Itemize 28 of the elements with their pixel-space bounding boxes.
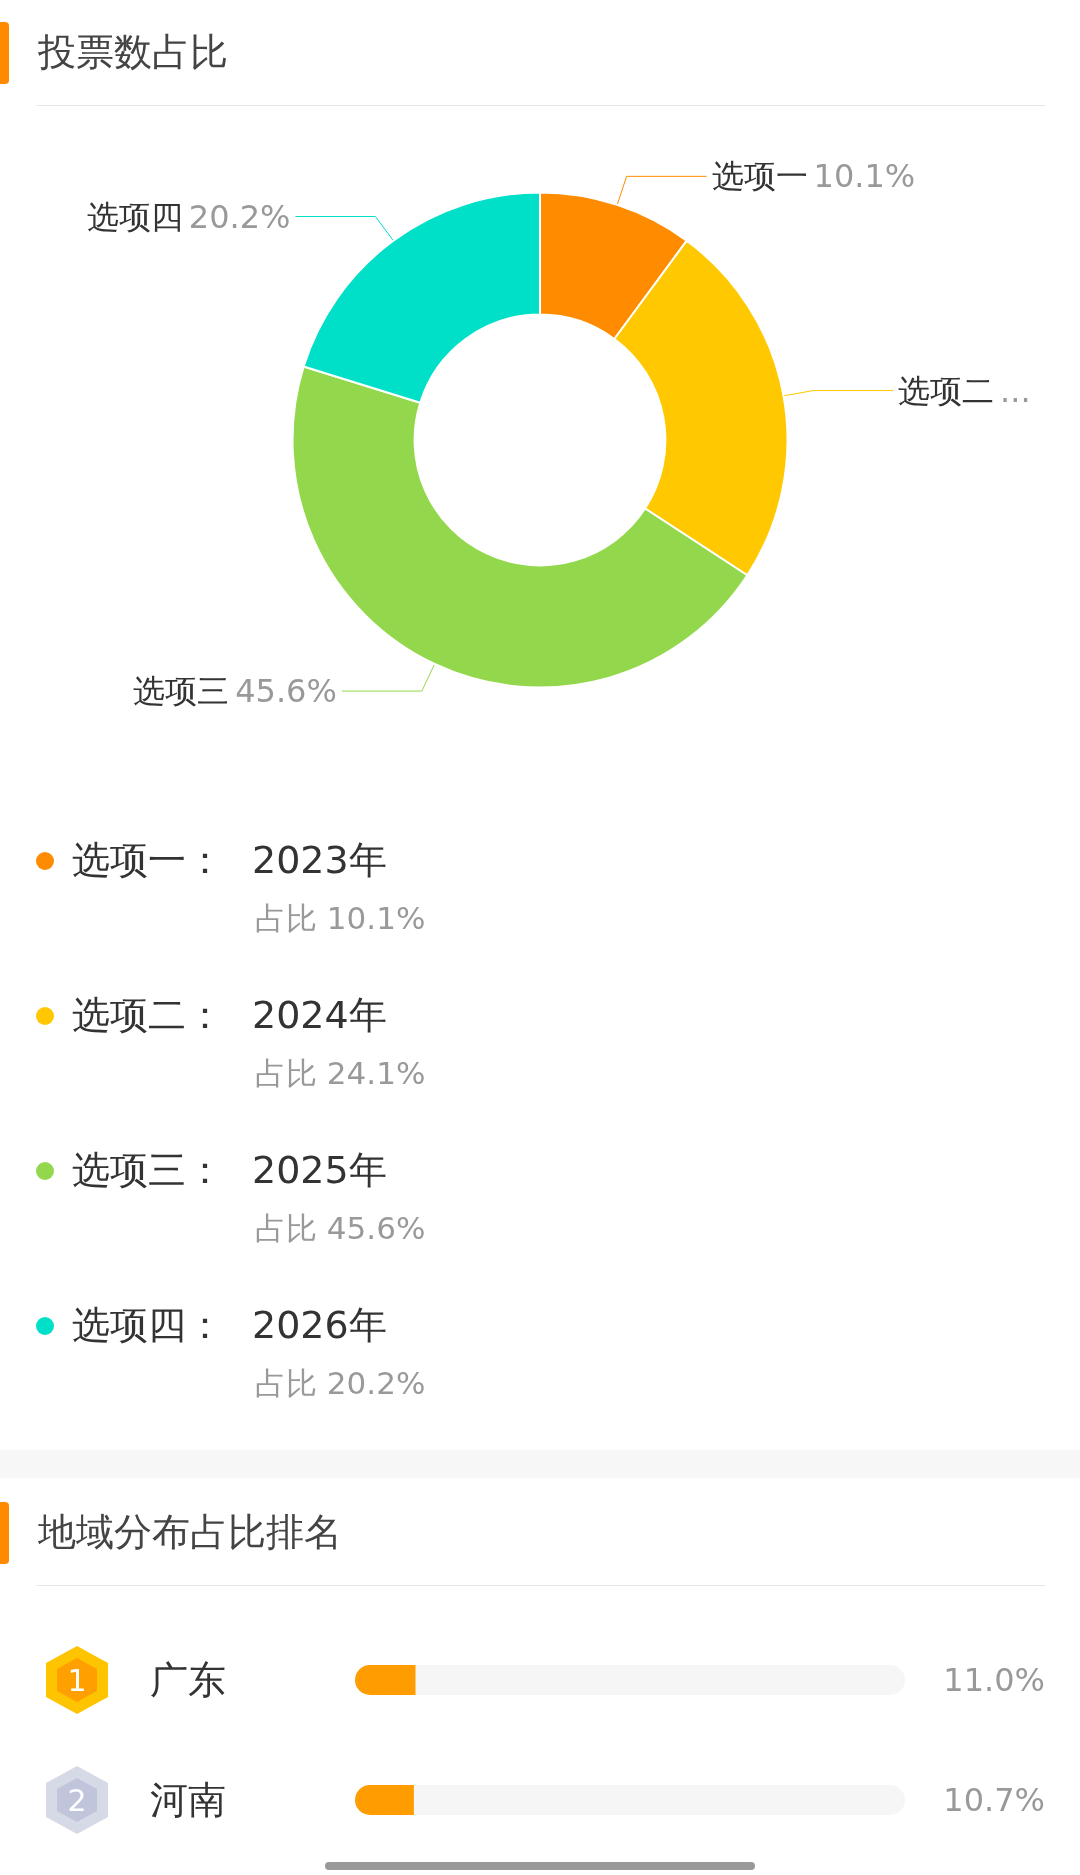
text: 选项四： (72, 1302, 224, 1349)
text: 选项三： (72, 1147, 224, 1194)
text: 2025年 (252, 1147, 387, 1194)
y-tick-label: 广东 (150, 1658, 226, 1702)
text: 选项二： (72, 992, 224, 1039)
data-label: 10.1% (813, 157, 916, 196)
slice-label: 选项一 (711, 157, 808, 196)
chart-title: 地域分布占比排名 (38, 1509, 342, 1556)
hexagon-badge-icon: 2 (45, 1766, 109, 1834)
text: 占比 10.1% (255, 899, 426, 938)
data-label: 11.0% (943, 1661, 1045, 1699)
text: 2023年 (252, 837, 387, 884)
y-tick-label: 河南 (150, 1778, 226, 1822)
chart-title: 投票数占比 (38, 29, 228, 76)
data-label: 10.7% (943, 1781, 1045, 1819)
slice-label: 选项四 (86, 197, 183, 236)
text: 选项一： (72, 837, 224, 884)
text: 2026年 (252, 1302, 387, 1349)
slice-label: 选项二 (898, 371, 995, 410)
text: 占比 45.6% (255, 1209, 426, 1248)
data-label: ... (1000, 371, 1031, 410)
slice-label: 选项三 (133, 672, 230, 711)
text: 2024年 (252, 992, 387, 1039)
text: 占比 24.1% (255, 1054, 426, 1093)
data-label: 45.6% (235, 672, 337, 711)
data-label: 20.2% (188, 197, 291, 236)
text: 占比 20.2% (255, 1364, 426, 1403)
hexagon-badge-icon: 1 (45, 1646, 109, 1714)
